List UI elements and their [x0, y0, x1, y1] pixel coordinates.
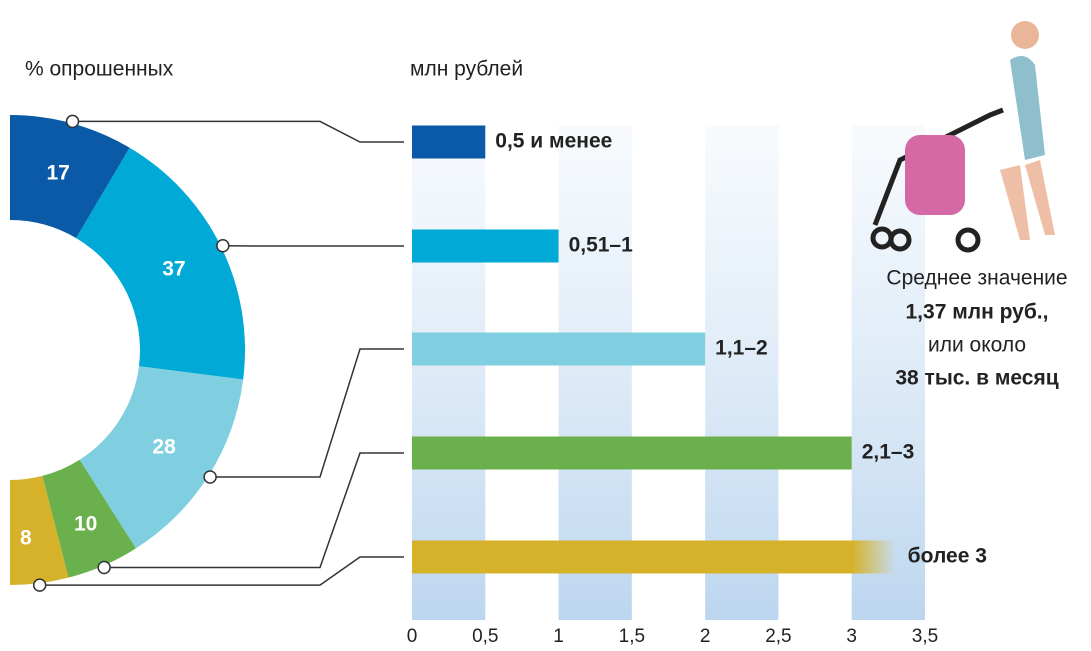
- x-tick-label: 1,5: [619, 626, 645, 647]
- segment-label: 17: [46, 162, 69, 185]
- bar-category: 0,51–1: [569, 234, 634, 257]
- leader-line: [39, 556, 404, 586]
- x-tick-label: 2: [700, 626, 711, 647]
- x-tick-label: 1: [553, 626, 564, 647]
- bar: [412, 229, 559, 263]
- segment-label: 37: [162, 257, 185, 280]
- x-tick-label: 2,5: [765, 626, 791, 647]
- annotation: Среднее значение 1,37 млн руб., или окол…: [886, 267, 1067, 390]
- grid-band: [558, 125, 632, 620]
- donut-segment: [42, 459, 136, 578]
- bar: [412, 436, 852, 470]
- bar-category: 2,1–3: [862, 441, 915, 464]
- annotation-line: 38 тыс. в месяц: [895, 367, 1058, 390]
- bar-category: 1,1–2: [715, 337, 768, 360]
- segment-label: 8: [20, 527, 32, 550]
- segment-label: 10: [74, 512, 97, 535]
- bar-category: 0,5 и менее: [495, 130, 612, 153]
- bar: [412, 125, 486, 159]
- annotation-line: или около: [928, 334, 1026, 357]
- annotation-line: 1,37 млн руб.,: [906, 301, 1049, 324]
- donut-segment: [10, 475, 69, 585]
- x-tick-label: 0,5: [472, 626, 498, 647]
- leader-dot: [203, 470, 217, 484]
- leader-line: [72, 120, 404, 143]
- bar-category: более 3: [908, 545, 987, 568]
- bar: [412, 540, 896, 574]
- x-tick-label: 0: [407, 626, 418, 647]
- leader-line: [104, 452, 404, 569]
- pie-title: % опрошенных: [25, 58, 174, 81]
- grid-band: [412, 125, 486, 620]
- donut-segment: [10, 115, 130, 239]
- donut-segment: [76, 147, 246, 380]
- donut-segment: [79, 366, 244, 549]
- grid-band: [705, 125, 779, 620]
- illustration: [870, 21, 1055, 253]
- leader-line: [210, 348, 404, 478]
- leader-dot: [216, 238, 230, 253]
- x-tick-label: 3: [846, 626, 857, 647]
- leader-dot: [97, 560, 111, 575]
- x-axis-title: млн рублей: [410, 58, 523, 81]
- leader-dot: [32, 578, 47, 592]
- annotation-line: Среднее значение: [886, 267, 1067, 290]
- bar: [412, 332, 706, 366]
- leader-dot: [65, 114, 80, 129]
- x-tick-label: 3,5: [912, 626, 938, 647]
- segment-label: 28: [152, 435, 176, 458]
